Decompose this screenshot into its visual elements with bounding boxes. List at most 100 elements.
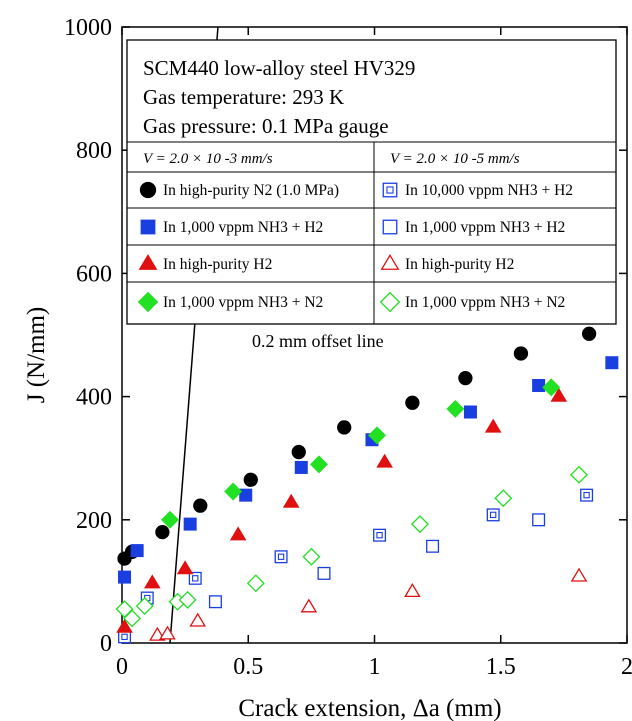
series-6 [160, 378, 561, 529]
data-point [426, 539, 440, 553]
data-point [159, 625, 176, 640]
series-2 [118, 356, 619, 584]
offset-line-label: 0.2 mm offset line [252, 331, 384, 351]
data-point [309, 455, 328, 474]
data-point [193, 498, 208, 513]
data-point [183, 517, 197, 531]
series-1 [118, 488, 594, 644]
y-tick-label: 400 [76, 385, 112, 411]
data-point [291, 444, 306, 460]
data-point [376, 453, 393, 468]
data-point [123, 609, 142, 628]
legend-marker [137, 291, 159, 313]
data-point [570, 567, 588, 582]
y-tick-label: 600 [76, 261, 112, 287]
data-point [282, 493, 300, 508]
data-point [463, 405, 477, 419]
y-tick-label: 800 [76, 138, 112, 164]
data-point [176, 560, 194, 575]
legend-marker [140, 219, 156, 235]
data-point [373, 528, 387, 542]
data-point [188, 571, 202, 585]
data-point [484, 418, 502, 433]
data-point [494, 489, 513, 508]
legend-box [126, 39, 617, 325]
legend-entry-label: In 1,000 vppm NH3 + H2 [405, 219, 565, 236]
data-point [208, 595, 222, 609]
data-point [405, 395, 420, 410]
legend-marker [138, 254, 158, 270]
legend-marker [380, 254, 400, 270]
data-point [542, 378, 561, 397]
data-point [486, 508, 500, 522]
y-tick-label: 200 [76, 508, 112, 534]
y-axis-label: J (N/mm) [23, 307, 50, 404]
data-points [115, 326, 619, 644]
data-point [532, 513, 546, 527]
data-point [160, 510, 179, 529]
legend-info-line: Gas temperature: 293 K [143, 85, 344, 109]
x-axis-label: Crack extension, Δa (mm) [238, 695, 501, 721]
legend-info-line: SCM440 low-alloy steel HV329 [143, 56, 415, 80]
legend-entry-label: In 1,000 vppm NH3 + N2 [405, 294, 565, 311]
data-point [143, 574, 161, 589]
data-point [404, 583, 421, 598]
axes: 0 0.5 1 1.5 2 0 200 400 600 800 1000 [64, 15, 632, 680]
data-point [605, 356, 619, 370]
legend-column-header: V = 2.0 × 10 -3 mm/s [143, 151, 273, 167]
legend-column-header: V = 2.0 × 10 -5 mm/s [390, 151, 520, 167]
data-point [446, 399, 465, 418]
x-tick-label: 1 [369, 654, 381, 680]
x-tick-label: 2 [621, 654, 632, 680]
legend-entry-label: In 1,000 vppm NH3 + H2 [163, 219, 323, 236]
y-tick-label: 1000 [64, 15, 112, 41]
y-tick-label: 0 [100, 631, 112, 657]
data-point [178, 590, 197, 609]
data-point [302, 547, 321, 566]
data-point [294, 460, 308, 474]
legend-marker [379, 291, 401, 313]
data-point [155, 524, 170, 540]
data-point [116, 618, 133, 633]
legend-marker [139, 181, 157, 199]
data-point [246, 574, 265, 593]
data-point [118, 570, 132, 584]
legend: SCM440 low-alloy steel HV329 Gas temperat… [126, 39, 617, 325]
data-point [570, 465, 589, 484]
legend-marker [382, 219, 398, 235]
data-point [300, 598, 318, 613]
data-point [337, 420, 352, 435]
legend-marker [382, 182, 398, 198]
data-point [580, 488, 594, 502]
data-point [274, 550, 288, 564]
series-3 [208, 513, 546, 609]
data-point [368, 426, 387, 445]
data-point [532, 379, 546, 393]
legend-entry-label: In high-purity H2 [405, 256, 514, 273]
series-7 [115, 465, 589, 628]
data-point [513, 346, 529, 361]
data-point [130, 544, 144, 558]
x-tick-label: 1.5 [486, 654, 516, 680]
data-point [239, 488, 253, 502]
legend-entry-label: In 10,000 vppm NH3 + H2 [405, 182, 573, 199]
data-point [229, 526, 247, 541]
legend-entry-label: In high-purity N2 (1.0 MPa) [163, 182, 339, 199]
data-point [224, 482, 243, 501]
data-point [189, 612, 207, 627]
series-5 [149, 567, 588, 641]
data-point [458, 370, 473, 386]
legend-info-line: Gas pressure: 0.1 MPa gauge [143, 114, 389, 138]
legend-entry-label: In high-purity H2 [163, 256, 272, 273]
series-4 [116, 387, 568, 633]
x-tick-label: 0.5 [233, 654, 263, 680]
data-point [317, 566, 331, 580]
x-tick-label: 0 [116, 654, 128, 680]
data-point [550, 387, 568, 402]
data-point [243, 472, 258, 487]
data-point [581, 326, 597, 341]
legend-entry-label: In 1,000 vppm NH3 + N2 [163, 294, 323, 311]
data-point [135, 597, 154, 616]
data-point [410, 515, 429, 534]
